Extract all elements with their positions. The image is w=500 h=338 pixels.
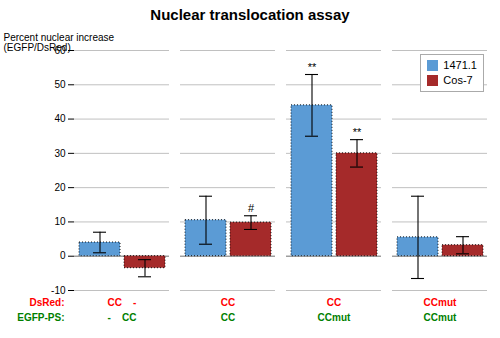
svg-text:- CC: - CC — [108, 312, 137, 323]
svg-text:CC: CC — [221, 312, 235, 323]
svg-text:30: 30 — [54, 148, 66, 159]
svg-text:CCmut: CCmut — [424, 312, 457, 323]
html-text:Cos-7: Cos-7 — [443, 74, 473, 86]
svg-text:-10: -10 — [51, 285, 66, 296]
svg-text:**: ** — [308, 61, 317, 73]
svg-text:0: 0 — [60, 250, 66, 261]
svg-text:Percent nuclear increase(EGFP/: Percent nuclear increase(EGFP/DsRed) — [4, 32, 115, 53]
svg-text:10: 10 — [54, 216, 66, 227]
svg-text:CC: CC — [327, 297, 341, 308]
svg-text:40: 40 — [54, 113, 66, 124]
svg-text:#: # — [248, 202, 255, 214]
html-text:1471.1: 1471.1 — [443, 59, 477, 71]
svg-text:50: 50 — [54, 79, 66, 90]
svg-text:EGFP-PS:: EGFP-PS: — [17, 312, 64, 323]
svg-text:CC: CC — [221, 297, 235, 308]
svg-text:CC -: CC - — [108, 297, 137, 308]
svg-text:**: ** — [353, 126, 362, 138]
html-text:Nuclear translocation assay: Nuclear translocation assay — [150, 6, 350, 23]
svg-text:CCmut: CCmut — [424, 297, 457, 308]
svg-text:CCmut: CCmut — [318, 312, 351, 323]
svg-text:DsRed:: DsRed: — [29, 297, 64, 308]
svg-text:20: 20 — [54, 182, 66, 193]
